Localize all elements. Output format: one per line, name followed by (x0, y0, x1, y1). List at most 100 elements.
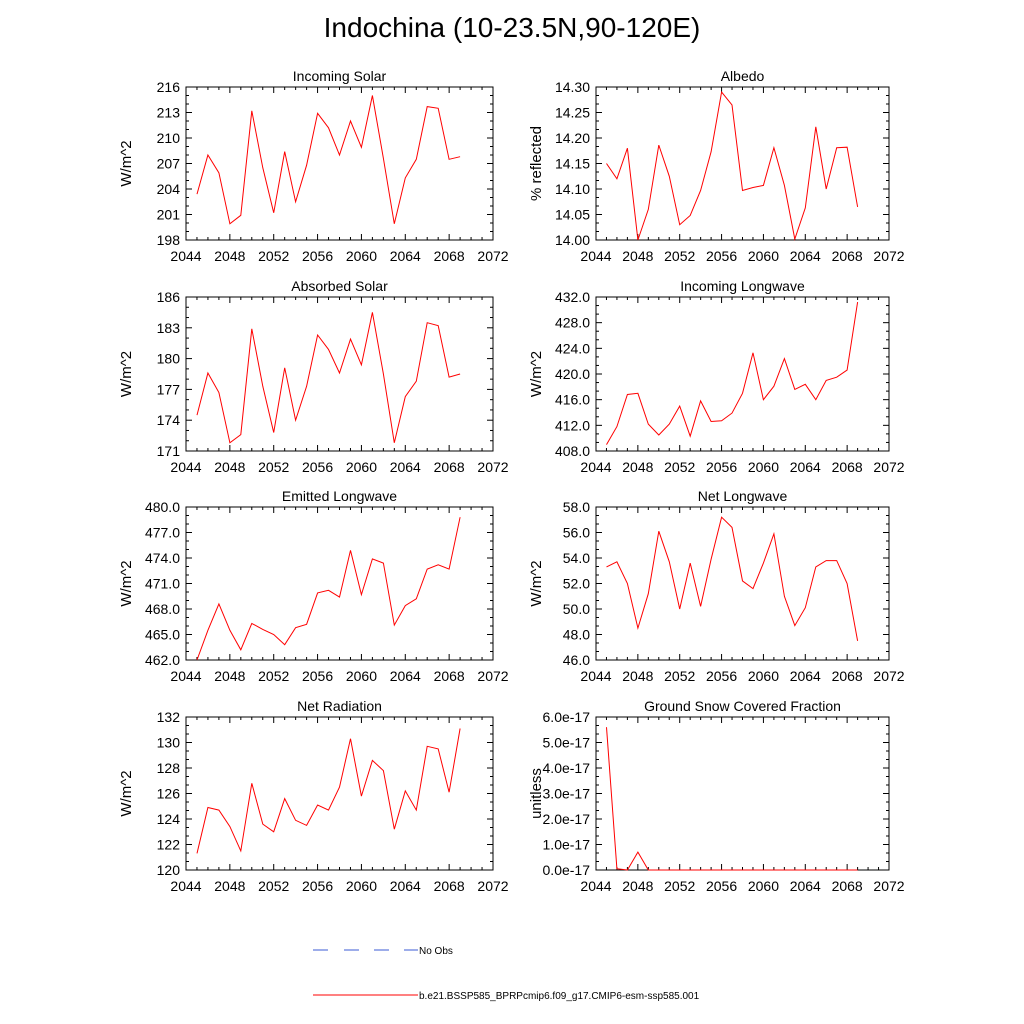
x-tick-label: 2060 (748, 878, 779, 894)
x-tick-label: 2056 (302, 668, 333, 684)
y-tick-label: 126 (157, 786, 181, 802)
x-tick-label: 2052 (258, 459, 289, 475)
data-series-line (606, 727, 858, 871)
x-tick-label: 2048 (214, 668, 245, 684)
y-tick-label: 480.0 (145, 499, 180, 515)
y-tick-label: 210 (157, 130, 181, 146)
x-tick-label: 2068 (434, 248, 465, 264)
x-tick-label: 2048 (214, 459, 245, 475)
panel-5: Emitted Longwave W/m^2 2044 2048 2052 2056 206… (118, 488, 509, 684)
y-tick-label: 2.0e-17 (543, 811, 591, 827)
y-tick-label: 122 (157, 837, 181, 853)
panel-2: Albedo % reflected 2044 2048 2052 2056 2060 206… (528, 68, 905, 264)
x-tick-label: 2064 (390, 248, 421, 264)
x-tick-label: 2044 (170, 459, 201, 475)
y-tick-label: 412.0 (555, 417, 590, 433)
y-tick-label: 128 (157, 760, 181, 776)
x-tick-label: 2060 (748, 248, 779, 264)
x-tick-label: 2052 (664, 248, 695, 264)
y-tick-label: 14.05 (555, 207, 590, 223)
y-axis-label: W/m^2 (528, 560, 545, 606)
x-tick-label: 2064 (790, 248, 821, 264)
y-tick-label: 420.0 (555, 366, 590, 382)
panel-title: Net Radiation (297, 698, 382, 714)
page-title: Indochina (10-23.5N,90-120E) (323, 12, 701, 43)
x-tick-label: 2060 (346, 878, 377, 894)
y-tick-label: 477.0 (145, 525, 180, 541)
plot-frame (595, 506, 890, 661)
x-tick-label: 2044 (580, 878, 611, 894)
panel-4: Incoming Longwave W/m^2 2044 2048 2052 2056 20… (528, 278, 905, 475)
x-tick-label: 2068 (832, 248, 863, 264)
x-tick-label: 2048 (622, 668, 653, 684)
y-tick-label: 48.0 (563, 627, 590, 643)
y-tick-label: 132 (157, 709, 181, 725)
x-tick-label: 2044 (580, 668, 611, 684)
y-tick-label: 1.0e-17 (543, 837, 591, 853)
x-tick-label: 2048 (622, 459, 653, 475)
y-tick-label: 54.0 (563, 550, 590, 566)
y-tick-label: 465.0 (145, 627, 180, 643)
y-axis-label: % reflected (528, 126, 545, 201)
x-tick-label: 2056 (302, 878, 333, 894)
x-tick-label: 2064 (790, 878, 821, 894)
x-tick-label: 2064 (790, 459, 821, 475)
y-tick-label: 468.0 (145, 601, 180, 617)
y-tick-label: 186 (157, 289, 181, 305)
x-tick-label: 2052 (664, 878, 695, 894)
x-tick-label: 2072 (873, 878, 904, 894)
legend-obs-label: No Obs (419, 946, 453, 957)
x-tick-label: 2056 (302, 248, 333, 264)
data-series-line (606, 516, 859, 641)
y-tick-label: 52.0 (563, 576, 590, 592)
plot-frame (595, 86, 890, 241)
plot-frame (185, 506, 494, 661)
y-tick-label: 177 (157, 381, 181, 397)
y-tick-label: 14.30 (555, 79, 590, 95)
panel-8: Ground Snow Covered Fraction unitless 2044… (528, 698, 905, 894)
data-series-line (196, 728, 461, 854)
x-tick-label: 2064 (390, 878, 421, 894)
panel-title: Absorbed Solar (291, 278, 388, 294)
panel-title: Ground Snow Covered Fraction (644, 698, 841, 714)
x-tick-label: 2068 (434, 459, 465, 475)
x-tick-label: 2068 (832, 878, 863, 894)
panel-title: Incoming Longwave (680, 278, 805, 294)
x-tick-label: 2068 (832, 668, 863, 684)
y-tick-label: 14.25 (555, 105, 590, 121)
x-tick-label: 2052 (258, 668, 289, 684)
y-tick-label: 416.0 (555, 392, 590, 408)
x-tick-label: 2064 (390, 668, 421, 684)
x-tick-label: 2052 (664, 668, 695, 684)
x-tick-label: 2048 (622, 248, 653, 264)
y-tick-label: 207 (157, 156, 181, 172)
x-tick-label: 2072 (873, 248, 904, 264)
y-tick-label: 462.0 (145, 652, 180, 668)
panel-title: Albedo (721, 68, 765, 84)
y-tick-label: 14.20 (555, 130, 590, 146)
x-tick-label: 2056 (302, 459, 333, 475)
y-tick-label: 4.0e-17 (543, 760, 591, 776)
y-tick-label: 56.0 (563, 525, 590, 541)
x-tick-label: 2044 (170, 248, 201, 264)
y-axis-label: W/m^2 (528, 351, 545, 397)
x-tick-label: 2068 (434, 878, 465, 894)
y-tick-label: 6.0e-17 (543, 709, 591, 725)
y-tick-label: 3.0e-17 (543, 786, 591, 802)
data-series-line (196, 312, 461, 444)
y-tick-label: 432.0 (555, 289, 590, 305)
y-tick-label: 201 (157, 207, 181, 223)
x-tick-label: 2072 (873, 459, 904, 475)
x-tick-label: 2052 (258, 248, 289, 264)
x-tick-label: 2072 (477, 668, 508, 684)
x-tick-label: 2048 (622, 878, 653, 894)
y-tick-label: 46.0 (563, 652, 590, 668)
data-series-line (196, 95, 461, 225)
x-tick-label: 2052 (664, 459, 695, 475)
y-tick-label: 216 (157, 79, 181, 95)
x-tick-label: 2064 (390, 459, 421, 475)
panel-1: Incoming Solar W/m^2 2044 2048 2052 2056 2060 2… (118, 68, 509, 264)
data-series-line (606, 302, 859, 445)
panel-6: Net Longwave W/m^2 2044 2048 2052 2056 2060 206… (528, 488, 905, 684)
